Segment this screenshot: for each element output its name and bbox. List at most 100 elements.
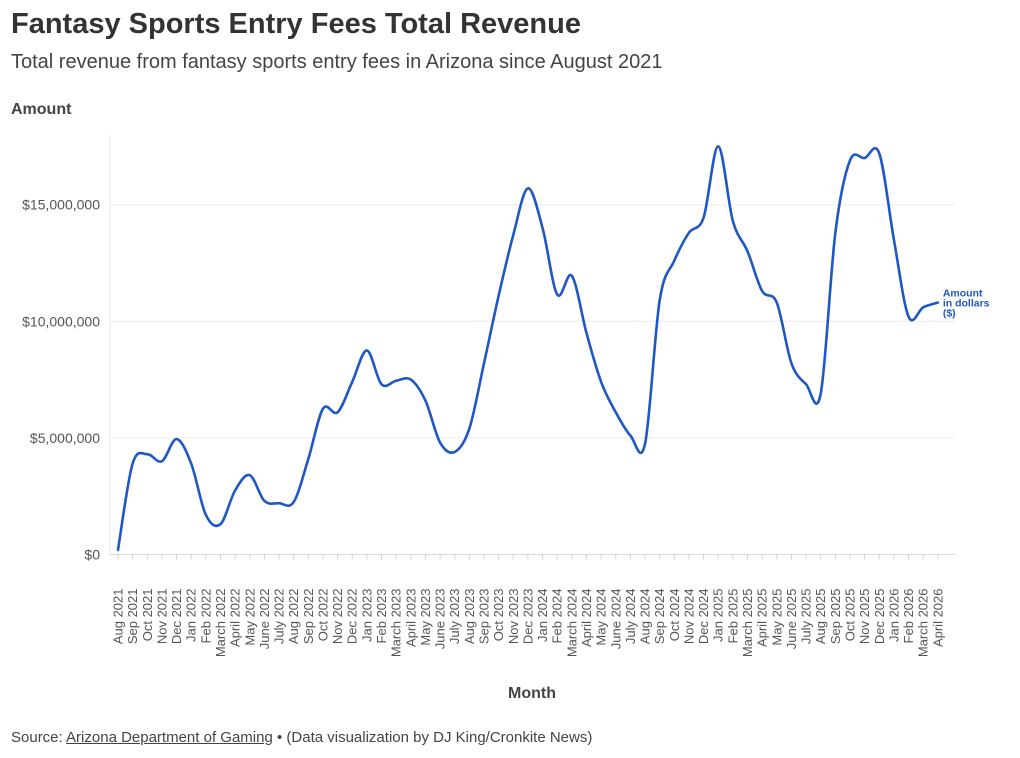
x-tick-label: March 2023 — [389, 589, 404, 658]
data-point — [115, 547, 121, 553]
source-note: Source: Arizona Department of Gaming • (… — [11, 729, 592, 746]
data-point — [847, 157, 853, 163]
data-point — [247, 472, 253, 478]
data-point — [686, 230, 692, 236]
x-tick-label: Aug 2022 — [286, 589, 301, 645]
x-tick-label: Feb 2023 — [374, 589, 389, 644]
data-point — [174, 436, 180, 442]
x-tick-label: Jan 2024 — [535, 589, 550, 643]
data-point — [188, 461, 194, 467]
data-point — [291, 499, 297, 505]
data-point — [452, 449, 458, 455]
x-tick-label: Feb 2022 — [198, 589, 213, 644]
data-point — [540, 225, 546, 231]
x-tick-label: April 2026 — [930, 589, 945, 648]
x-tick-label: June 2024 — [608, 589, 623, 650]
x-tick-label: Jan 2026 — [886, 589, 901, 643]
data-point — [613, 409, 619, 415]
data-point — [144, 451, 150, 457]
y-tick-label: $5,000,000 — [30, 430, 100, 446]
data-point — [203, 512, 209, 518]
x-tick-label: Feb 2025 — [725, 589, 740, 644]
x-tick-label: Aug 2024 — [638, 589, 653, 645]
data-point — [818, 391, 824, 397]
x-tick-label: July 2024 — [623, 589, 638, 645]
x-tick-label: Aug 2025 — [813, 589, 828, 645]
x-tick-label: March 2026 — [916, 589, 931, 658]
data-point — [261, 498, 267, 504]
x-tick-label: Jan 2023 — [359, 589, 374, 643]
x-tick-label: July 2025 — [799, 589, 814, 645]
data-point — [583, 330, 589, 336]
x-tick-label: Oct 2024 — [667, 589, 682, 642]
data-point — [554, 291, 560, 297]
x-tick-label: Nov 2023 — [506, 589, 521, 645]
data-point — [745, 248, 751, 254]
data-point — [232, 487, 238, 493]
x-tick-label: Sep 2021 — [125, 589, 140, 645]
source-suffix: • (Data visualization by DJ King/Cronkit… — [276, 729, 593, 746]
data-point — [774, 300, 780, 306]
data-point — [788, 360, 794, 366]
x-tick-label: Jan 2025 — [711, 589, 726, 643]
source-link[interactable]: Arizona Department of Gaming — [66, 729, 273, 746]
data-point — [876, 150, 882, 156]
data-point — [379, 381, 385, 387]
y-tick-label: $15,000,000 — [22, 197, 100, 213]
series-line — [116, 145, 940, 552]
data-point — [730, 218, 736, 224]
x-tick-label: Nov 2025 — [857, 589, 872, 645]
x-tick-label: Oct 2021 — [140, 589, 155, 642]
x-tick-label: Nov 2021 — [154, 589, 169, 645]
x-tick-label: July 2023 — [447, 589, 462, 645]
x-tick-label: Dec 2022 — [345, 589, 360, 645]
data-point — [393, 378, 399, 384]
x-tick-label: May 2023 — [418, 589, 433, 646]
x-tick-label: April 2025 — [755, 589, 770, 648]
x-tick-label: Feb 2024 — [550, 589, 565, 644]
data-point — [803, 381, 809, 387]
x-tick-label: May 2022 — [242, 589, 257, 646]
series-end-label: Amount — [943, 288, 983, 300]
x-tick-label: July 2022 — [272, 589, 287, 645]
x-tick-label: Sep 2024 — [652, 589, 667, 645]
x-tick-label: Nov 2022 — [330, 589, 345, 645]
x-tick-label: Oct 2022 — [315, 589, 330, 642]
data-point — [598, 379, 604, 385]
x-tick-label: May 2024 — [594, 589, 609, 646]
x-tick-label: April 2022 — [228, 589, 243, 648]
data-point — [832, 230, 838, 236]
series-end-label: in dollars — [943, 298, 990, 310]
data-point — [437, 440, 443, 446]
data-point — [335, 409, 341, 415]
data-point — [408, 377, 414, 383]
x-tick-label: April 2024 — [579, 589, 594, 648]
data-point — [891, 237, 897, 243]
x-tick-label: May 2025 — [769, 589, 784, 646]
data-point — [671, 258, 677, 264]
x-tick-label: March 2022 — [213, 589, 228, 658]
data-point — [349, 379, 355, 385]
x-tick-label: March 2024 — [564, 589, 579, 658]
x-tick-label: Oct 2023 — [491, 589, 506, 642]
data-point — [159, 458, 165, 464]
data-point — [627, 433, 633, 439]
data-point — [496, 293, 502, 299]
x-tick-label: Dec 2024 — [696, 589, 711, 645]
data-point — [642, 441, 648, 447]
data-point — [481, 360, 487, 366]
data-point — [525, 185, 531, 191]
x-tick-label: Dec 2025 — [872, 589, 887, 645]
x-tick-label: Dec 2023 — [520, 589, 535, 645]
data-point — [422, 398, 428, 404]
data-point — [701, 215, 707, 221]
x-axis-label: Month — [508, 685, 556, 702]
x-tick-label: Oct 2025 — [843, 589, 858, 642]
x-tick-label: Feb 2026 — [901, 589, 916, 644]
y-tick-label: $0 — [84, 547, 100, 563]
chart-title: Fantasy Sports Entry Fees Total Revenue — [11, 8, 581, 40]
data-point — [759, 288, 765, 294]
data-point — [569, 273, 575, 279]
x-tick-label: Jan 2022 — [184, 589, 199, 643]
